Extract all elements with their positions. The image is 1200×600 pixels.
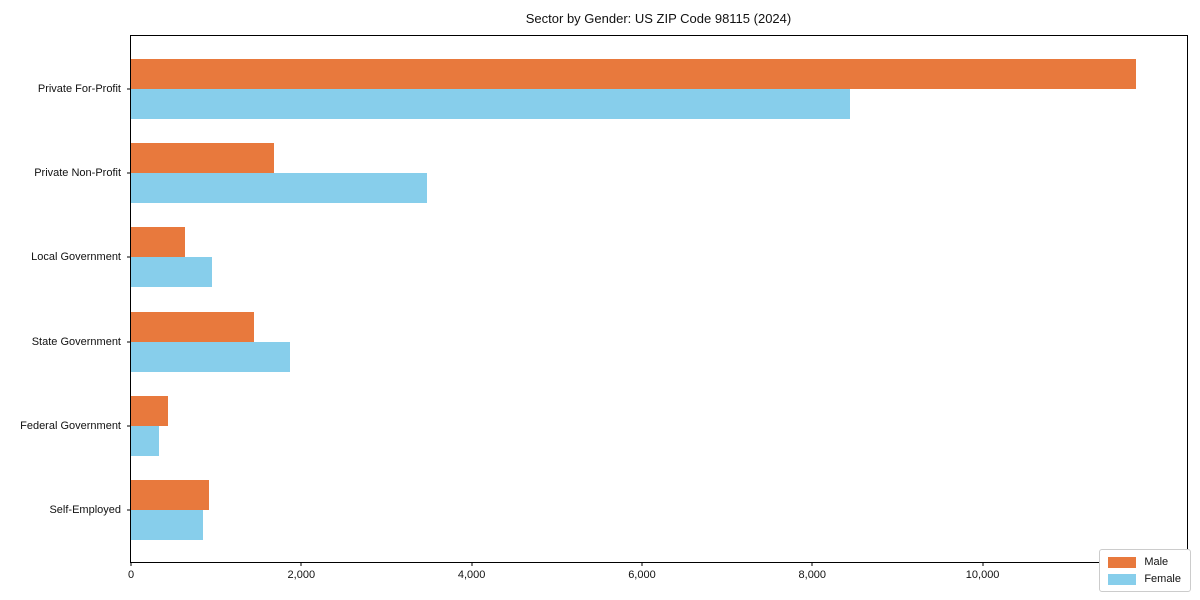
- x-axis-tick-label: 4,000: [457, 569, 486, 581]
- bar-female-local-government: [131, 257, 212, 288]
- x-axis-tick-label: 10,000: [965, 569, 1000, 581]
- legend-swatch-male: [1108, 556, 1137, 568]
- y-axis-category-label: Self-Employed: [49, 504, 121, 516]
- y-axis-tick: [127, 425, 131, 427]
- bar-female-state-government: [131, 341, 291, 372]
- bar-female-private-for-profit: [131, 89, 850, 119]
- legend-label-male: Male: [1144, 556, 1169, 568]
- x-axis-tick-label: 8,000: [798, 569, 827, 581]
- y-axis-category-label: Private For-Profit: [37, 83, 121, 95]
- bar-male-self-employed: [131, 480, 210, 510]
- chart-title: Sector by Gender: US ZIP Code 98115 (202…: [525, 11, 792, 26]
- bar-female-private-non-profit: [131, 173, 427, 204]
- y-axis-category-label: Federal Government: [20, 419, 121, 432]
- bar-female-federal-government: [131, 425, 160, 456]
- x-axis-tick-label: 6,000: [628, 569, 656, 581]
- x-axis-tick: [130, 562, 132, 566]
- x-axis-tick: [471, 562, 473, 566]
- legend-label-female: Female: [1144, 573, 1181, 585]
- legend-item-male: Male: [1108, 556, 1181, 568]
- x-axis-tick: [982, 562, 984, 566]
- x-axis-tick: [811, 562, 813, 566]
- y-axis-category-label: Private Non-Profit: [34, 167, 121, 180]
- legend-item-female: Female: [1108, 573, 1181, 585]
- bar-female-self-employed: [131, 510, 203, 540]
- y-axis-category-label: State Government: [31, 335, 121, 348]
- y-axis-tick: [127, 341, 131, 343]
- x-axis-tick: [300, 562, 302, 566]
- y-axis-tick: [127, 172, 131, 174]
- y-axis-tick: [127, 256, 131, 258]
- y-axis-category-label: Local Government: [31, 251, 121, 264]
- x-axis-tick-label: 2,000: [287, 569, 316, 581]
- bar-male-local-government: [131, 227, 185, 258]
- y-axis-tick: [127, 509, 131, 511]
- x-axis-tick-label: 0: [127, 569, 135, 581]
- bar-male-private-for-profit: [131, 59, 1136, 89]
- plot-area: Private For-Profit Private Non-Profit Loca…: [20, 35, 1188, 581]
- bar-male-private-non-profit: [131, 143, 275, 174]
- y-axis-tick: [127, 88, 131, 90]
- legend-swatch-female: [1108, 573, 1137, 585]
- bar-male-state-government: [131, 311, 254, 342]
- legend: Male Female: [1099, 549, 1191, 592]
- x-axis-tick: [641, 562, 643, 566]
- bar-male-federal-government: [131, 395, 168, 426]
